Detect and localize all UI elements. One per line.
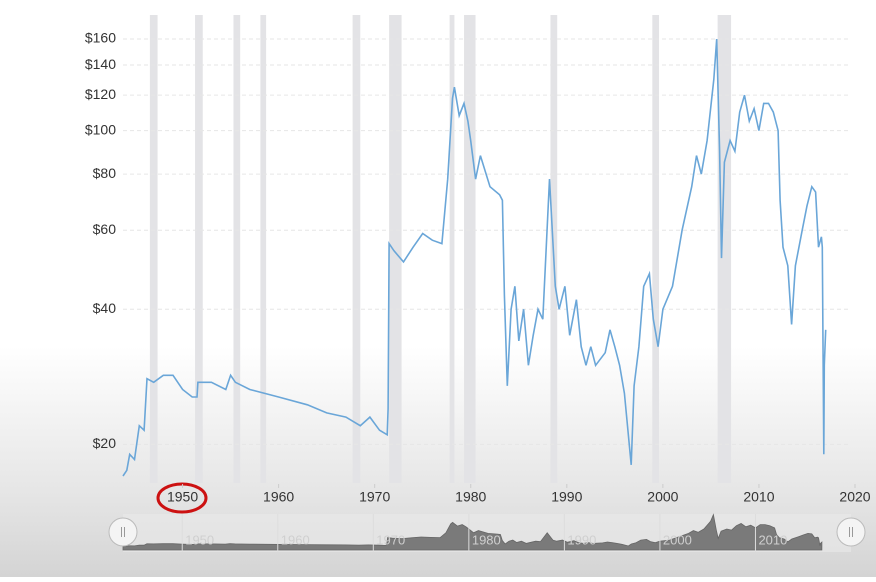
recession-band xyxy=(352,15,361,483)
background-layer xyxy=(123,15,848,483)
recession-band xyxy=(717,15,732,483)
x-tick-label: 1970 xyxy=(359,489,390,505)
highlight-circle xyxy=(156,482,208,514)
navigator-area xyxy=(122,513,823,551)
y-tick-label: $140 xyxy=(85,56,116,72)
recession-band xyxy=(389,15,402,483)
recession-band xyxy=(195,15,203,483)
y-tick-label: $60 xyxy=(93,221,117,237)
y-tick-label: $20 xyxy=(93,435,117,451)
x-tick-label: 1990 xyxy=(551,489,582,505)
recession-band xyxy=(464,15,476,483)
navigator-handle[interactable] xyxy=(108,517,138,547)
recession-band xyxy=(233,15,241,483)
navigator-label: 2000 xyxy=(663,532,692,547)
navigator-label: 1980 xyxy=(472,532,501,547)
recession-band xyxy=(260,15,267,483)
navigator-label: 1970 xyxy=(376,532,405,547)
navigator-label: 1990 xyxy=(567,532,596,547)
recession-band xyxy=(149,15,158,483)
y-tick-label: $80 xyxy=(93,165,117,181)
recession-band xyxy=(449,15,455,483)
y-tick-label: $100 xyxy=(85,121,116,137)
y-tick-label: $120 xyxy=(85,86,116,102)
x-tick-label: 2010 xyxy=(743,489,774,505)
x-tick-label: 2000 xyxy=(647,489,678,505)
navigator-label: 1950 xyxy=(185,532,214,547)
x-tick-label: 1980 xyxy=(455,489,486,505)
recession-band xyxy=(652,15,660,483)
navigator-label: 2010 xyxy=(758,532,787,547)
price-line xyxy=(122,38,827,477)
x-tick-label: 1950 xyxy=(167,489,198,505)
y-tick-label: $40 xyxy=(93,300,117,316)
y-tick-label: $160 xyxy=(85,30,116,46)
navigator-handle[interactable] xyxy=(836,517,866,547)
x-tick-label: 2020 xyxy=(839,489,870,505)
navigator-label: 1960 xyxy=(281,532,310,547)
x-tick-label: 1960 xyxy=(263,489,294,505)
